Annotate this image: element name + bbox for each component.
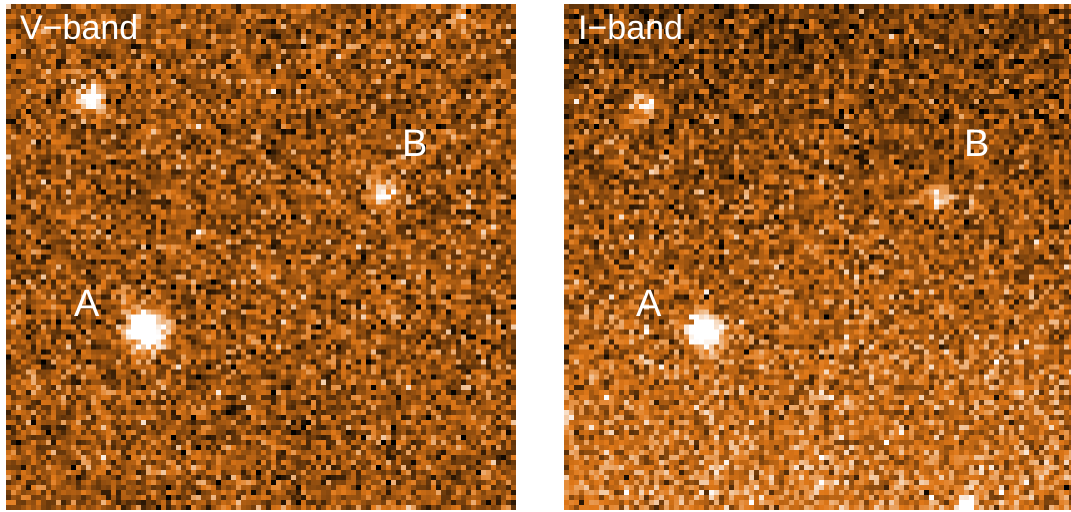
marker-a-v: A [74,283,100,325]
v-band-image [6,4,516,510]
i-band-title: I−band [578,9,683,47]
marker-b-i: B [964,123,990,165]
marker-a-i: A [636,283,662,325]
v-band-image-panel: V−band A B [6,4,516,510]
v-band-title: V−band [20,9,139,47]
i-band-image [564,4,1071,510]
marker-b-v: B [402,123,428,165]
i-band-image-panel: I−band A B [564,4,1071,510]
